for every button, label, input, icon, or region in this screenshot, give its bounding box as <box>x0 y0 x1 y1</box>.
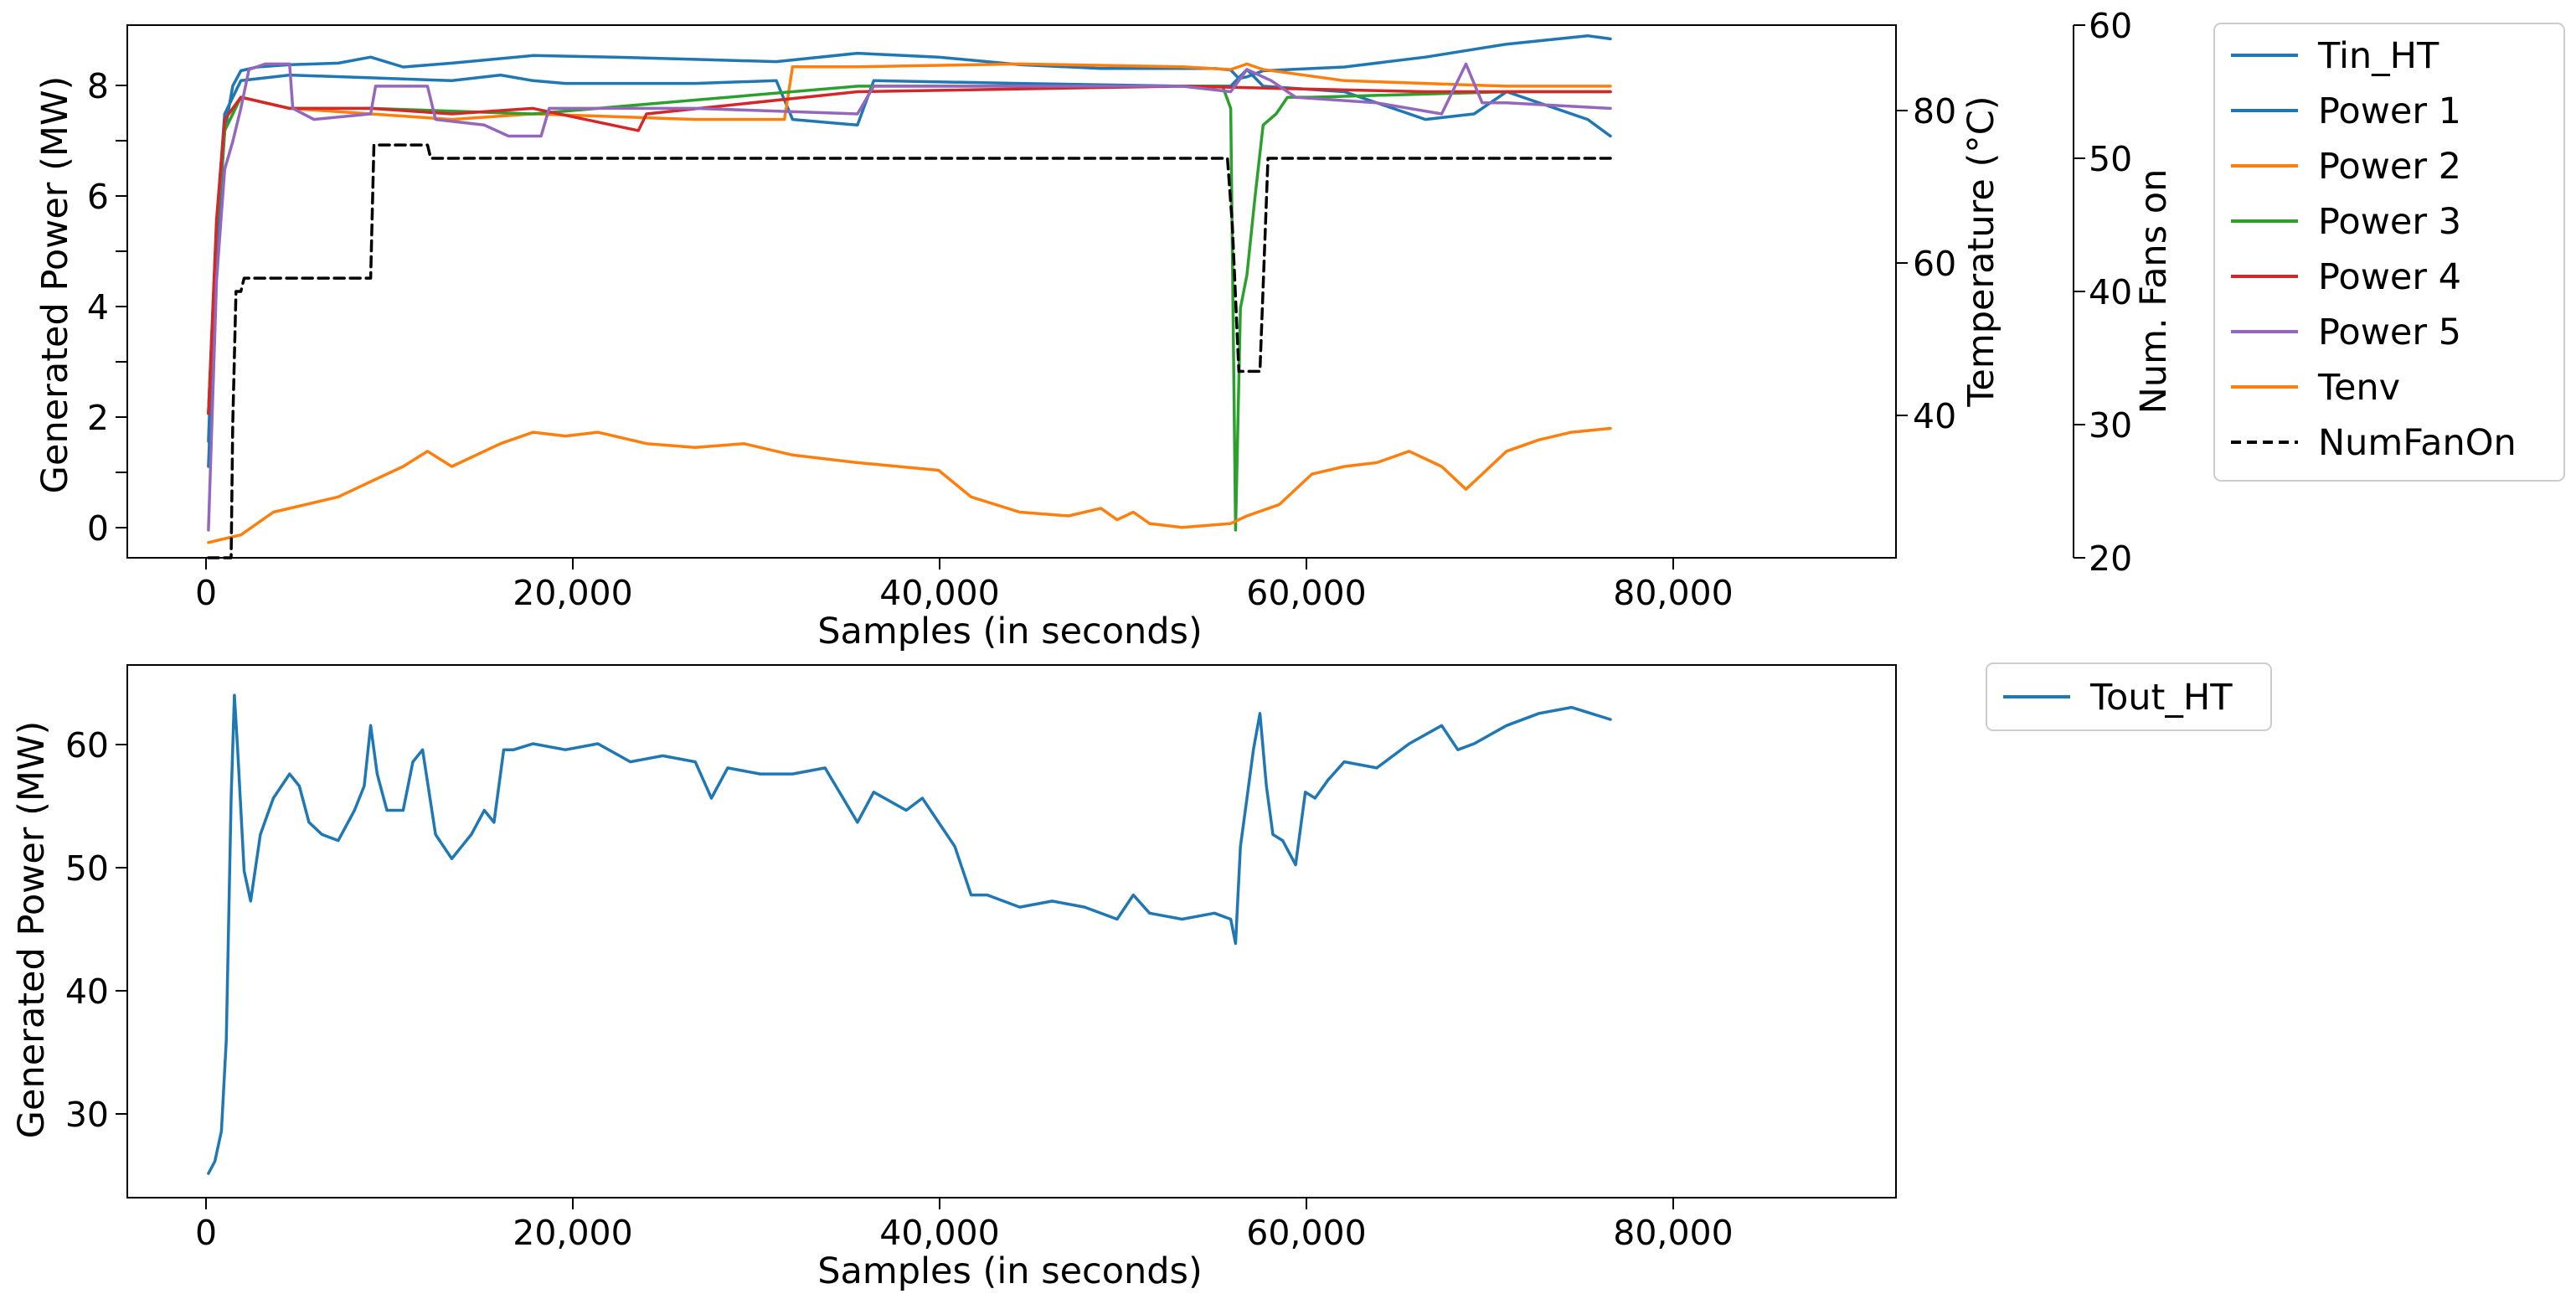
bottom-x-tick-label: 20,000 <box>513 1213 632 1253</box>
top-y2-tick-labels: 40 60 80 <box>1913 91 1956 436</box>
top-y-tick-label: 0 <box>87 508 109 549</box>
top-y3-tick-label: 50 <box>2089 139 2132 179</box>
bottom-y-tick-label: 60 <box>65 725 109 765</box>
bottom-legend-items: Tout_HT <box>2003 677 2233 719</box>
series-line-power-5 <box>207 62 1612 532</box>
top-legend-label-numfanon: NumFanOn <box>2318 422 2517 464</box>
bottom-y-tick-labels: 30 40 50 60 <box>65 725 109 1135</box>
top-y2-axis-label: Temperature (°C) <box>1960 95 2002 407</box>
bottom-y-tick-label: 40 <box>65 972 109 1012</box>
top-x-tick-label: 40,000 <box>879 573 999 613</box>
bottom-y-ticks <box>116 744 127 1115</box>
top-x-axis-label: Samples (in seconds) <box>817 611 1202 652</box>
top-legend-frame <box>2213 23 2565 482</box>
top-x-tick-label: 0 <box>195 573 217 613</box>
top-x-tick-label: 20,000 <box>513 573 632 613</box>
top-y-tick-label: 2 <box>87 398 109 438</box>
top-legend-label-tenv: Tenv <box>2317 367 2400 409</box>
series-line-tin-ht <box>207 34 1612 468</box>
top-x-ticks <box>205 558 1674 570</box>
series-line-power-4 <box>207 85 1612 415</box>
bottom-x-tick-label: 0 <box>195 1213 217 1253</box>
top-legend-label-power-2: Power 2 <box>2318 146 2461 188</box>
bottom-y-tick-label: 50 <box>65 848 109 889</box>
bottom-legend: Tout_HT <box>1986 662 2272 731</box>
series-line-power-2 <box>207 62 1612 415</box>
bottom-y-axis-label: Generated Power (MW) <box>11 721 53 1139</box>
bottom-series-group <box>207 693 1612 1175</box>
bottom-x-tick-label: 40,000 <box>879 1213 999 1253</box>
top-legend-items: Tin_HT Power 1 Power 2 Power 3 Power 4 Power … <box>2231 35 2517 464</box>
bottom-plot-frame <box>126 664 1897 1198</box>
top-x-tick-labels: 0 20,000 40,000 60,000 80,000 <box>195 573 1734 613</box>
series-line-power-3 <box>207 85 1612 532</box>
top-panel: 0 20,000 40,000 60,000 80,000 Samples (i… <box>34 6 2565 652</box>
top-x-tick-label: 60,000 <box>1246 573 1366 613</box>
top-y-tick-label: 4 <box>87 287 109 327</box>
bottom-x-axis-label: Samples (in seconds) <box>817 1250 1202 1292</box>
bottom-x-tick-labels: 0 20,000 40,000 60,000 80,000 <box>195 1213 1734 1253</box>
top-x-tick-label: 80,000 <box>1613 573 1733 613</box>
top-y3-tick-label: 60 <box>2089 6 2132 46</box>
top-legend-label-power-1: Power 1 <box>2318 90 2461 132</box>
top-legend-label-tin-ht: Tin_HT <box>2317 35 2439 77</box>
top-legend-label-power-3: Power 3 <box>2318 201 2461 243</box>
top-plot-frame <box>126 24 1897 559</box>
top-y-axis-label: Generated Power (MW) <box>34 76 76 494</box>
series-line-numfanon <box>207 143 1612 559</box>
top-y3-tick-label: 30 <box>2089 405 2132 446</box>
series-line-power-1 <box>207 68 1612 443</box>
bottom-x-tick-label: 60,000 <box>1246 1213 1366 1253</box>
top-y-tick-label: 6 <box>87 177 109 217</box>
bottom-panel: 0 20,000 40,000 60,000 80,000 Samples (i… <box>11 662 2272 1292</box>
top-y2-tick-label: 60 <box>1913 244 1956 284</box>
bottom-legend-label-tout-ht: Tout_HT <box>2089 677 2233 719</box>
bottom-x-ticks <box>205 1198 1674 1209</box>
top-series-group <box>207 34 1612 559</box>
top-legend-label-power-4: Power 4 <box>2318 256 2461 298</box>
top-y-ticks <box>116 85 127 528</box>
series-line-tout-ht <box>207 693 1612 1175</box>
top-y-tick-labels: 0 2 4 6 8 <box>87 66 109 549</box>
bottom-x-tick-label: 80,000 <box>1613 1213 1733 1253</box>
top-legend-label-power-5: Power 5 <box>2318 312 2461 353</box>
series-line-tenv <box>207 426 1612 544</box>
top-y3-ticks <box>2074 24 2085 559</box>
top-y2-tick-label: 40 <box>1913 396 1956 436</box>
top-y3-axis-label: Num. Fans on <box>2133 169 2175 415</box>
top-y3-tick-label: 20 <box>2089 539 2132 579</box>
top-y-tick-label: 8 <box>87 66 109 106</box>
top-legend: Tin_HT Power 1 Power 2 Power 3 Power 4 Power … <box>2213 23 2565 482</box>
top-y2-tick-label: 80 <box>1913 91 1956 131</box>
top-y3-tick-label: 40 <box>2089 272 2132 312</box>
bottom-legend-frame <box>1986 662 2272 731</box>
bottom-y-tick-label: 30 <box>65 1095 109 1135</box>
top-y2-ticks <box>1896 110 1908 416</box>
top-y3-tick-labels: 20 30 40 50 60 <box>2089 6 2132 579</box>
